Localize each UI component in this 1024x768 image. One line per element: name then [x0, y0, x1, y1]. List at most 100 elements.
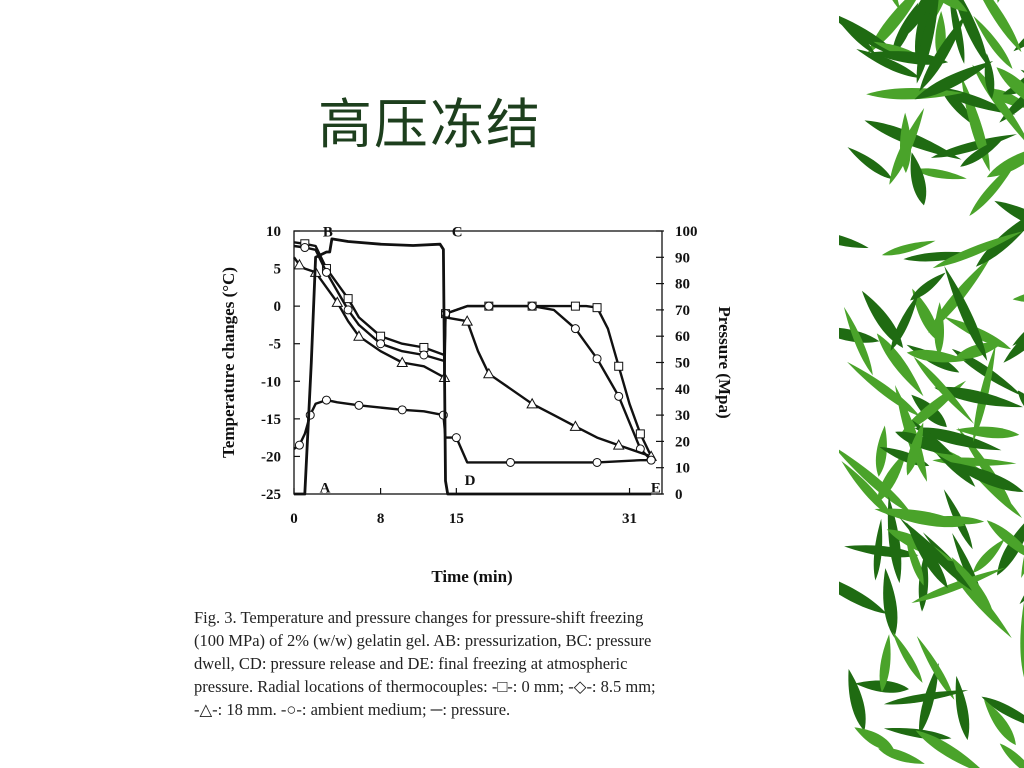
bamboo-leaf-icon	[869, 51, 949, 65]
point-label-e: E	[651, 481, 661, 497]
right-tick-label: 60	[675, 329, 690, 345]
circle-marker	[527, 301, 537, 311]
left-tick-label: -25	[261, 487, 281, 503]
bamboo-leaf-icon	[981, 696, 1024, 730]
bamboo-leaf-icon	[986, 520, 1024, 563]
bamboo-leaf-icon	[895, 431, 954, 455]
bamboo-leaf-icon	[930, 134, 1017, 158]
bamboo-leaf-icon	[984, 53, 995, 99]
bamboo-leaf-icon	[878, 747, 925, 764]
left-tick-label: 5	[274, 262, 282, 278]
circle-marker	[376, 339, 386, 349]
bamboo-leaf-icon	[839, 225, 869, 248]
x-tick-label: 0	[290, 511, 298, 527]
left-tick-label: -5	[269, 337, 282, 353]
bamboo-leaf-icon	[910, 152, 927, 206]
series-line	[293, 244, 653, 462]
bamboo-leaf-icon	[914, 168, 967, 180]
bamboo-leaf-icon	[906, 536, 924, 586]
bamboo-leaf-icon	[914, 427, 1002, 451]
circle-marker	[300, 243, 310, 253]
right-tick-label: 80	[675, 277, 690, 293]
circle-marker	[614, 391, 624, 401]
slide-title: 高压冻结	[318, 93, 542, 156]
bamboo-leaf-icon	[955, 675, 970, 741]
left-tick-label: -15	[261, 412, 281, 428]
right-tick-label: 0	[675, 487, 683, 503]
bamboo-leaf-icon	[1003, 294, 1024, 363]
right-axis-title: Pressure (Mpa)	[715, 306, 734, 418]
bamboo-leaf-icon	[854, 727, 895, 751]
bamboo-leaf-icon	[955, 426, 1020, 439]
caption-line: dwell, CD: pressure release and DE: fina…	[194, 654, 628, 673]
x-tick-label: 8	[377, 511, 385, 527]
square-marker	[343, 294, 353, 304]
bamboo-leaf-icon	[915, 0, 937, 59]
bamboo-leaf-icon	[934, 302, 944, 356]
bamboo-leaf-icon	[972, 539, 1005, 573]
bamboo-leaf-icon	[999, 743, 1024, 768]
bamboo-leaf-icon	[911, 567, 1006, 603]
triangle-marker	[569, 420, 582, 431]
bamboo-leaf-icon	[879, 634, 891, 693]
bamboo-leaf-icon	[969, 159, 1018, 217]
bamboo-leaf-icon	[934, 386, 1024, 408]
triangle-marker	[331, 296, 344, 307]
plot-frame	[293, 230, 663, 495]
bamboo-leaf-icon	[946, 461, 1024, 492]
right-tick-label: 10	[675, 461, 690, 477]
bamboo-leaf-icon	[856, 49, 920, 78]
bamboo-leaf-icon	[891, 2, 919, 57]
bamboo-leaf-icon	[999, 68, 1024, 123]
bamboo-leaf-icon	[883, 690, 969, 705]
bamboo-leaf-icon	[915, 730, 988, 768]
bamboo-leaf-icon	[932, 231, 1023, 269]
triangle-marker	[293, 258, 306, 270]
bamboo-leaf-icon	[907, 0, 946, 35]
bamboo-leaf-icon	[1017, 390, 1024, 427]
left-axis-title: Temperature changes (°C)	[219, 267, 238, 458]
bamboo-leaf-icon	[916, 636, 955, 700]
circle-marker	[646, 455, 656, 465]
bamboo-leaf-icon	[883, 568, 898, 638]
bamboo-leaf-icon	[881, 240, 936, 256]
circle-marker	[592, 354, 602, 364]
bamboo-leaf-icon	[839, 445, 912, 515]
circle-marker	[343, 305, 353, 315]
bamboo-leaf-icon	[847, 147, 893, 180]
bamboo-leaf-icon	[986, 145, 1024, 178]
caption-line: -△-: 18 mm. -○-: ambient medium; ─: pres…	[194, 700, 511, 719]
point-label-c: C	[452, 225, 463, 241]
square-marker	[592, 303, 602, 313]
bamboo-leaf-icon	[914, 61, 994, 100]
triangle-marker	[461, 315, 474, 326]
square-marker	[376, 331, 386, 341]
circle-marker	[451, 433, 461, 443]
bamboo-leaf-icon	[949, 0, 965, 64]
bamboo-leaf-icon	[876, 333, 924, 397]
circle-marker	[505, 457, 515, 467]
point-label-a: A	[320, 481, 331, 497]
square-marker	[419, 342, 429, 352]
bamboo-leaf-icon	[899, 517, 972, 591]
bamboo-leaf-icon	[839, 568, 887, 614]
triangle-marker	[353, 330, 365, 341]
triangle-marker	[482, 367, 495, 379]
bamboo-leaf-icon	[913, 356, 975, 424]
bamboo-leaf-icon	[906, 422, 924, 476]
circle-marker	[484, 301, 494, 311]
bamboo-leaf-icon	[1020, 580, 1024, 682]
bamboo-leaf-icon	[847, 361, 921, 417]
pressure-temperature-chart: 1050-5-10-15-20-251009080706050403020100…	[219, 224, 734, 586]
bamboo-leaf-icon	[984, 699, 1016, 746]
series-line	[293, 398, 652, 464]
bamboo-leaf-icon	[861, 290, 904, 349]
circle-marker	[419, 350, 429, 360]
right-tick-label: 40	[675, 382, 690, 398]
circle-marker	[592, 457, 602, 467]
figure-caption: Fig. 3. Temperature and pressure changes…	[194, 606, 760, 721]
caption-line: (100 MPa) of 2% (w/w) gelatin gel. AB: p…	[194, 631, 652, 650]
bamboo-leaf-icon	[843, 306, 873, 376]
bamboo-leaf-icon	[867, 0, 928, 54]
